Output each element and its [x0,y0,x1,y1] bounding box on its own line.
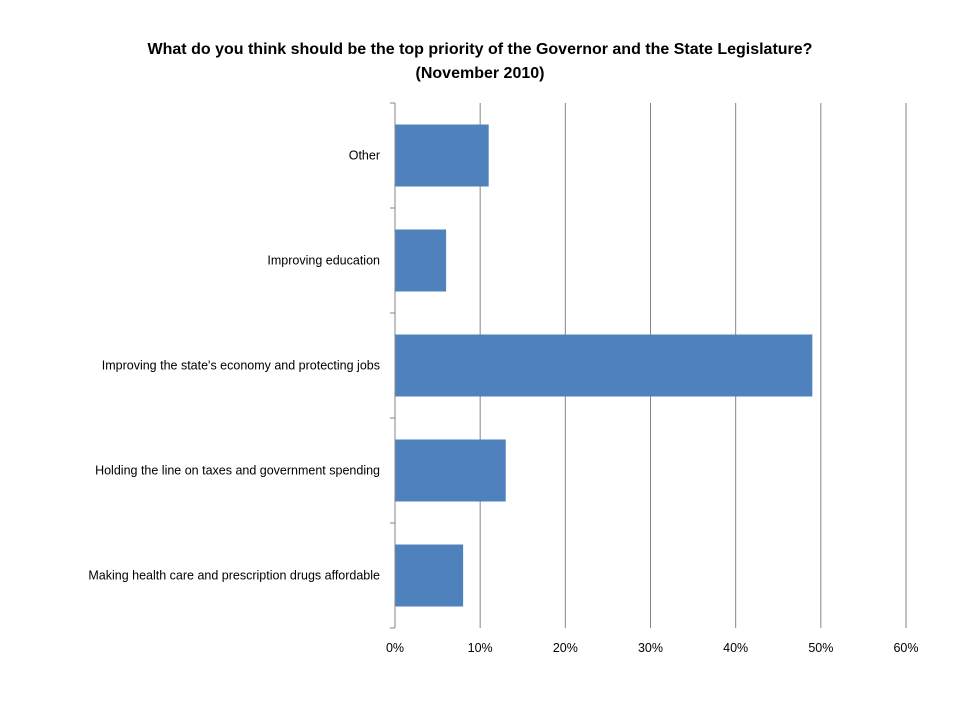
category-label: Making health care and prescription drug… [88,569,380,583]
tick-labels: 0% 10% 20% 30% 40% 50% 60% [386,641,919,655]
x-tick-label: 40% [723,641,748,655]
bar [395,439,506,502]
x-tick-label: 60% [893,641,918,655]
category-label: Improving education [267,254,380,268]
x-tick-label: 0% [386,641,404,655]
bar [395,544,464,607]
chart-title: What do you think should be the top prio… [0,38,960,86]
bar [395,124,489,187]
chart-title-line: What do you think should be the top prio… [147,41,813,58]
category-label: Holding the line on taxes and government… [95,464,380,478]
bar [395,229,447,292]
category-label: Improving the state's economy and protec… [102,359,380,373]
bar [395,334,813,397]
bars [395,124,813,607]
category-label: Other [349,149,380,163]
category-labels: Making health care and prescription drug… [88,149,380,583]
x-tick-label: 20% [553,641,578,655]
axes [390,102,396,629]
x-tick-label: 10% [468,641,493,655]
x-tick-label: 30% [638,641,663,655]
chart-subtitle: (November 2010) [415,65,545,82]
x-tick-label: 50% [808,641,833,655]
